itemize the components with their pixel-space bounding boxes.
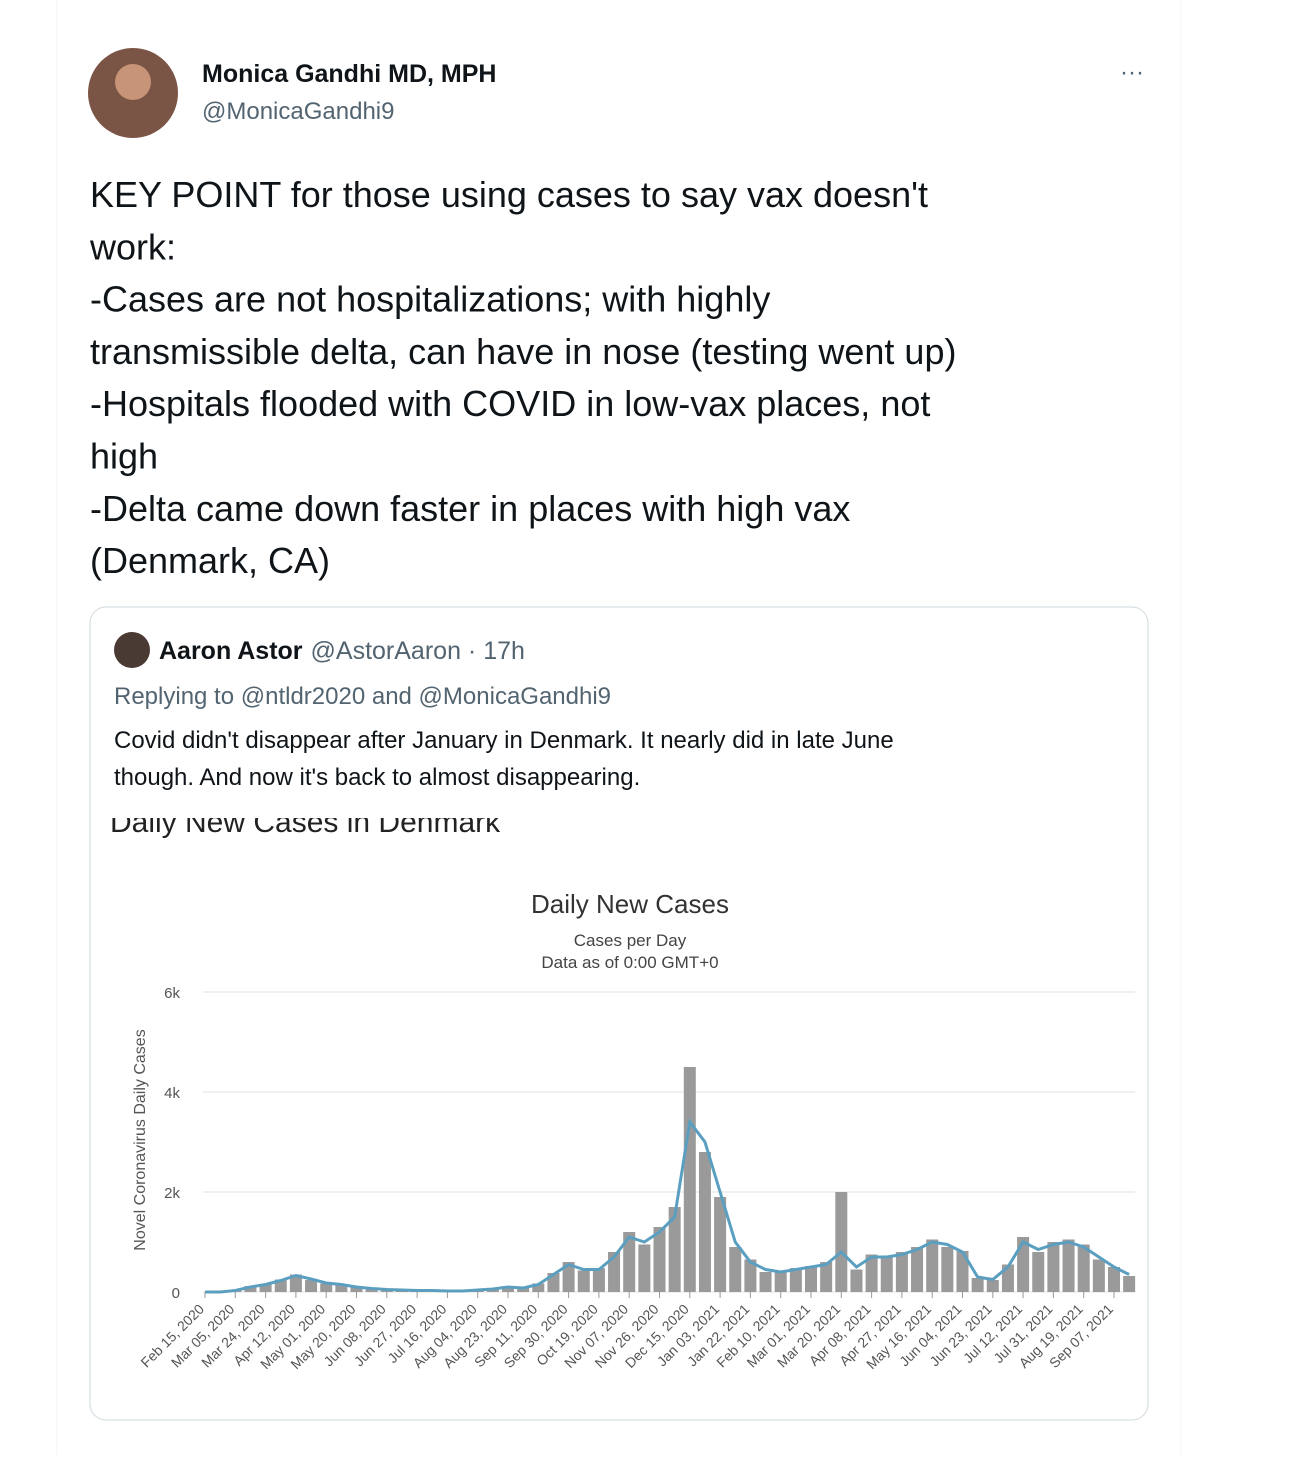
bar	[350, 1287, 363, 1292]
bar	[638, 1244, 651, 1292]
chart-title: Daily New Cases	[531, 889, 729, 919]
quote-header: Aaron Astor @AstorAaron · 17h	[159, 637, 525, 665]
bar	[1092, 1259, 1105, 1292]
bar	[668, 1207, 681, 1292]
tweet-line: transmissible delta, can have in nose (t…	[90, 331, 956, 372]
author-handle[interactable]: @MonicaGandhi9	[202, 98, 394, 125]
bar	[592, 1268, 605, 1292]
bar	[562, 1262, 575, 1292]
bar	[698, 1152, 711, 1292]
bar	[941, 1247, 954, 1292]
bar	[502, 1286, 514, 1292]
cropped-heading: Daily New Cases in Denmark	[110, 806, 501, 839]
quote-line: Covid didn't disappear after January in …	[114, 727, 894, 754]
bar	[305, 1280, 318, 1292]
bar	[1062, 1239, 1075, 1292]
quote-line: though. And now it's back to almost disa…	[114, 764, 640, 791]
bar	[926, 1239, 939, 1292]
tweet-line: -Delta came down faster in places with h…	[90, 488, 850, 529]
bar	[653, 1227, 666, 1292]
quote-name: Aaron Astor	[159, 637, 303, 665]
bar	[714, 1197, 727, 1292]
bar	[1017, 1237, 1030, 1292]
bar	[608, 1252, 621, 1292]
bar	[820, 1262, 833, 1292]
quote-avatar	[114, 632, 150, 668]
bar	[517, 1288, 530, 1292]
bar	[289, 1274, 302, 1292]
bar	[729, 1247, 742, 1292]
y-tick-label: 0	[172, 1285, 180, 1302]
bar	[744, 1259, 757, 1292]
bar	[365, 1289, 378, 1292]
bar	[577, 1270, 590, 1292]
bar	[850, 1269, 863, 1292]
bar	[259, 1284, 272, 1292]
bar	[789, 1268, 802, 1292]
tweet-line: (Denmark, CA)	[90, 540, 330, 581]
tweet-line: -Cases are not hospitalizations; with hi…	[90, 279, 770, 320]
tweet-text: KEY POINT for those using cases to say v…	[89, 174, 956, 581]
bar	[911, 1247, 924, 1292]
tweet-line: work:	[89, 226, 176, 267]
chart-subtitle: Data as of 0:00 GMT+0	[541, 953, 718, 972]
bar	[895, 1252, 908, 1292]
more-menu[interactable]: ···	[1120, 59, 1144, 86]
y-axis-label: Novel Coronavirus Daily Cases	[132, 1029, 149, 1250]
bar	[1077, 1244, 1090, 1292]
bar	[835, 1192, 848, 1292]
bar	[532, 1283, 545, 1292]
bar	[774, 1271, 787, 1292]
bar	[1123, 1276, 1136, 1292]
bar	[320, 1283, 333, 1292]
bar	[971, 1278, 984, 1292]
bar	[335, 1285, 348, 1292]
y-tick-label: 2k	[164, 1185, 180, 1202]
average-line	[205, 1118, 1130, 1294]
bar	[623, 1232, 636, 1292]
bar	[683, 1067, 696, 1292]
bar	[986, 1280, 999, 1292]
bar	[805, 1266, 817, 1292]
tweet-line: high	[90, 436, 158, 477]
tweet-line: -Hospitals flooded with COVID in low-vax…	[90, 383, 930, 424]
y-tick-label: 6k	[164, 985, 180, 1002]
bar	[865, 1254, 878, 1292]
bar	[1108, 1267, 1120, 1292]
chart-subtitle: Cases per Day	[574, 931, 687, 950]
reply-line: Replying to @ntldr2020 and @MonicaGandhi…	[114, 683, 611, 710]
avatar-face	[115, 64, 151, 100]
quote-meta: @AstorAaron · 17h	[311, 637, 525, 665]
bar	[244, 1286, 257, 1292]
quote-card[interactable]	[89, 606, 1149, 1421]
quote-text: Covid didn't disappear after January in …	[114, 727, 894, 791]
bar	[880, 1256, 893, 1292]
y-tick-label: 4k	[164, 1085, 180, 1102]
bar	[1047, 1242, 1060, 1292]
bar	[1032, 1252, 1045, 1292]
author-name[interactable]: Monica Gandhi MD, MPH	[202, 60, 496, 88]
bar	[759, 1272, 772, 1292]
bar	[956, 1251, 969, 1292]
tweet-line: KEY POINT for those using cases to say v…	[90, 174, 928, 215]
